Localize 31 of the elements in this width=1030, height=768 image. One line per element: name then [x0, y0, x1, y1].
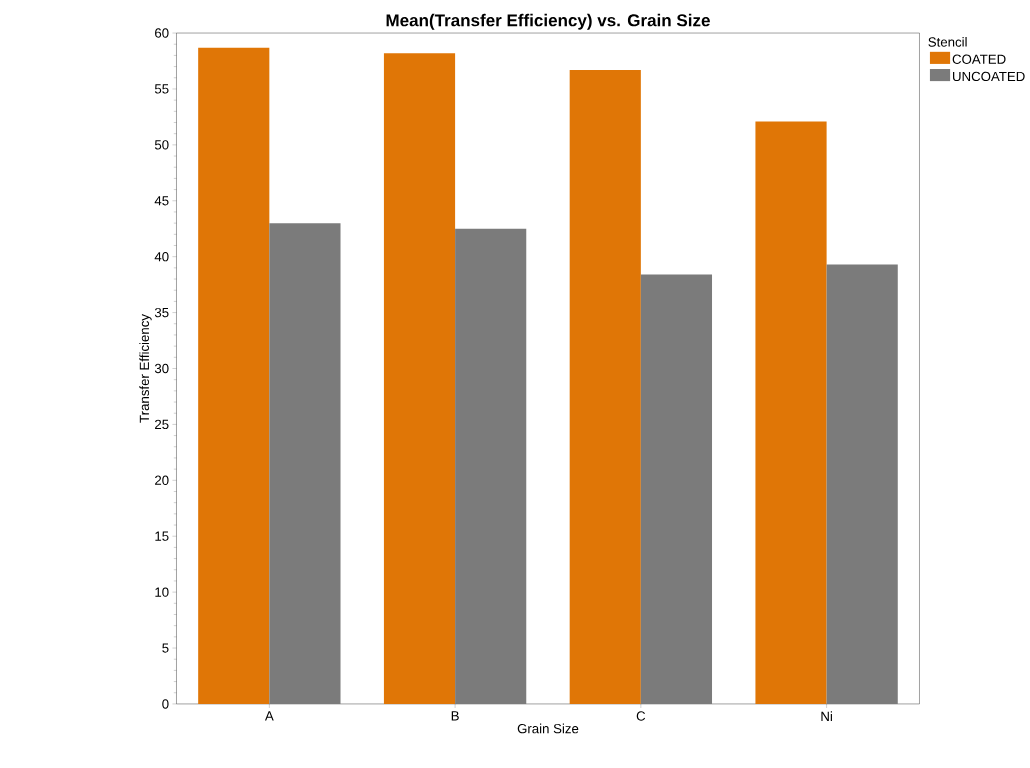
bar: [269, 223, 341, 705]
y-tick-label: 50: [154, 140, 169, 150]
x-tick-label: B: [451, 711, 459, 721]
x-tick-label: Ni: [821, 711, 832, 722]
y-tick-label: 35: [154, 308, 169, 318]
y-tick-label: 40: [154, 252, 169, 262]
x-axis-title: Grain Size: [517, 723, 579, 734]
legend-label: UNCOATED: [953, 71, 1025, 82]
y-axis-title: Transfer Efficiency: [139, 314, 152, 423]
y-tick-label: 0: [162, 699, 169, 709]
x-tick-label: C: [636, 711, 646, 721]
y-tick-label: 20: [155, 475, 169, 486]
y-tick-label: 60: [155, 28, 169, 38]
bar: [755, 121, 827, 705]
x-tick-label: A: [264, 711, 274, 721]
bar: [198, 47, 270, 705]
y-tick-label: 55: [154, 84, 169, 94]
y-tick-label: 15: [155, 531, 169, 541]
legend-label: COATED: [952, 54, 1006, 65]
y-tick-label: 10: [155, 587, 169, 597]
y-tick-label: 5: [162, 643, 169, 653]
bar: [569, 70, 641, 705]
bar: [455, 228, 527, 705]
chart-title: Mean(Transfer Efficiency) vs. Grain Size: [386, 14, 710, 30]
y-tick-label: 45: [154, 196, 169, 206]
legend-title: Stencil: [928, 37, 967, 47]
bar: [826, 264, 898, 705]
y-tick-label: 25: [155, 419, 169, 430]
bar: [640, 274, 713, 705]
y-tick-label: 30: [154, 363, 169, 374]
bar: [383, 53, 456, 705]
